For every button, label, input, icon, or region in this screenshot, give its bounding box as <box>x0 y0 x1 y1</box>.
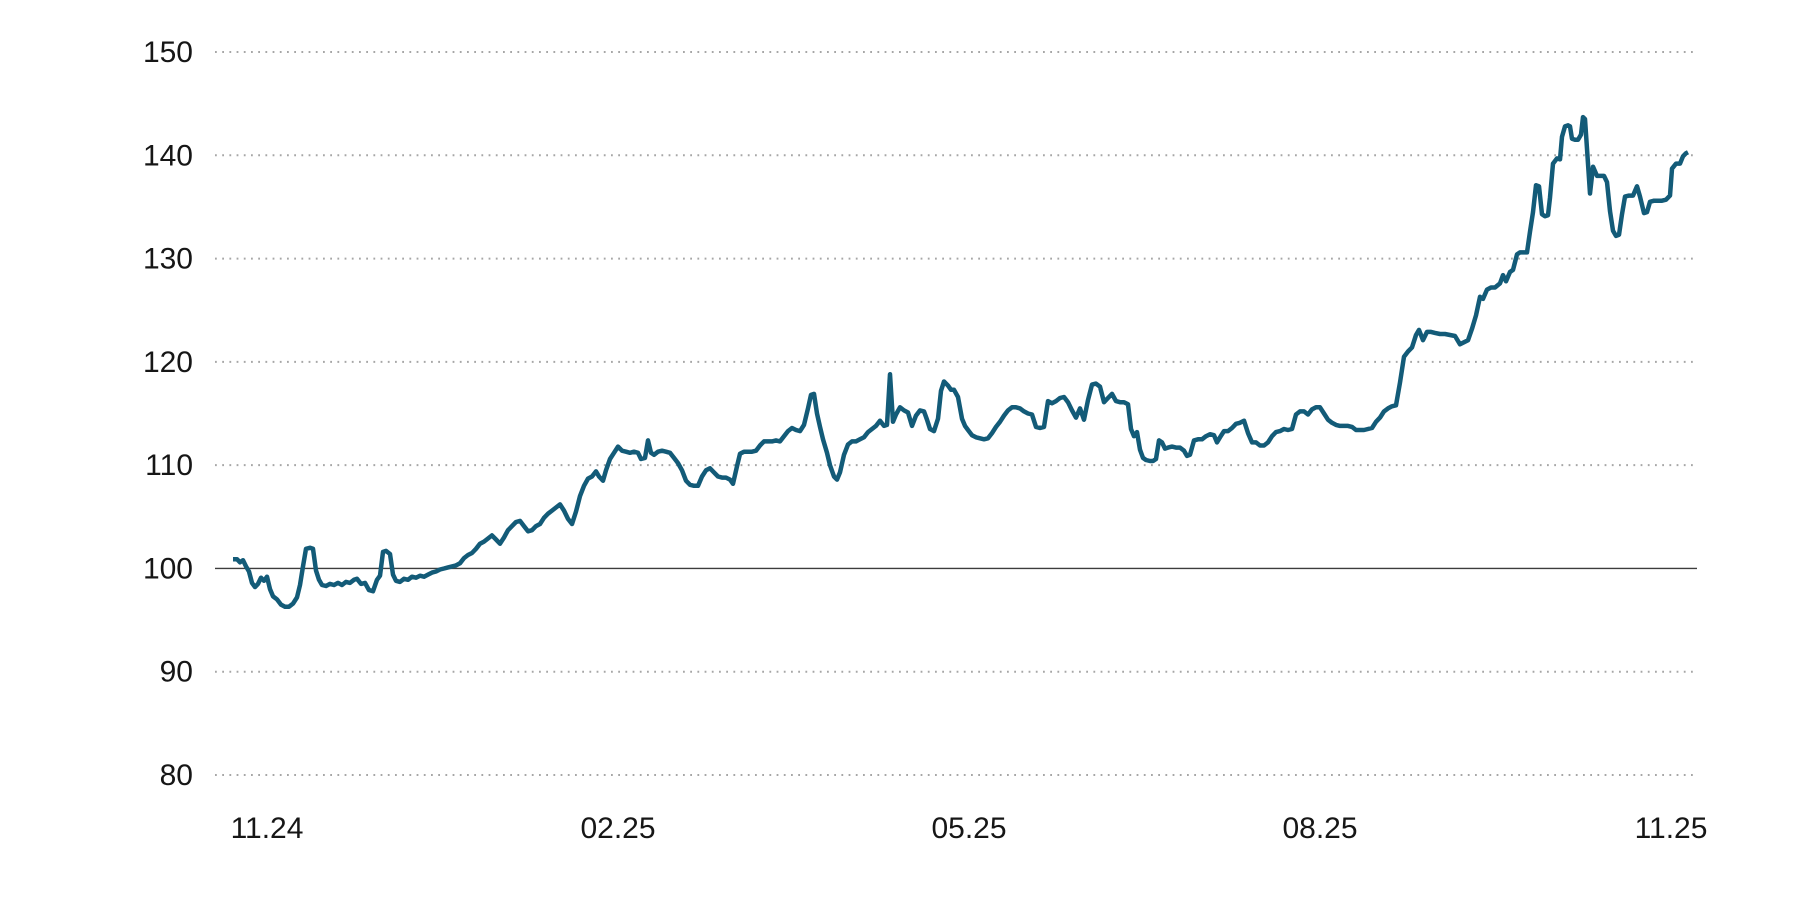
x-tick-label: 05.25 <box>931 812 1006 845</box>
x-tick-label: 11.25 <box>1635 812 1708 845</box>
x-tick-label: 11.24 <box>231 812 304 845</box>
x-tick-label: 08.25 <box>1282 812 1357 845</box>
y-tick-label: 130 <box>143 243 193 276</box>
price-line <box>233 114 1690 609</box>
y-tick-label: 90 <box>160 656 193 689</box>
x-tick-label: 02.25 <box>580 812 655 845</box>
y-tick-label: 150 <box>143 36 193 69</box>
y-tick-label: 80 <box>160 759 193 792</box>
y-tick-label: 120 <box>143 346 193 379</box>
y-tick-label: 110 <box>145 449 193 482</box>
y-tick-label: 140 <box>143 139 193 172</box>
y-tick-label: 100 <box>143 552 193 585</box>
